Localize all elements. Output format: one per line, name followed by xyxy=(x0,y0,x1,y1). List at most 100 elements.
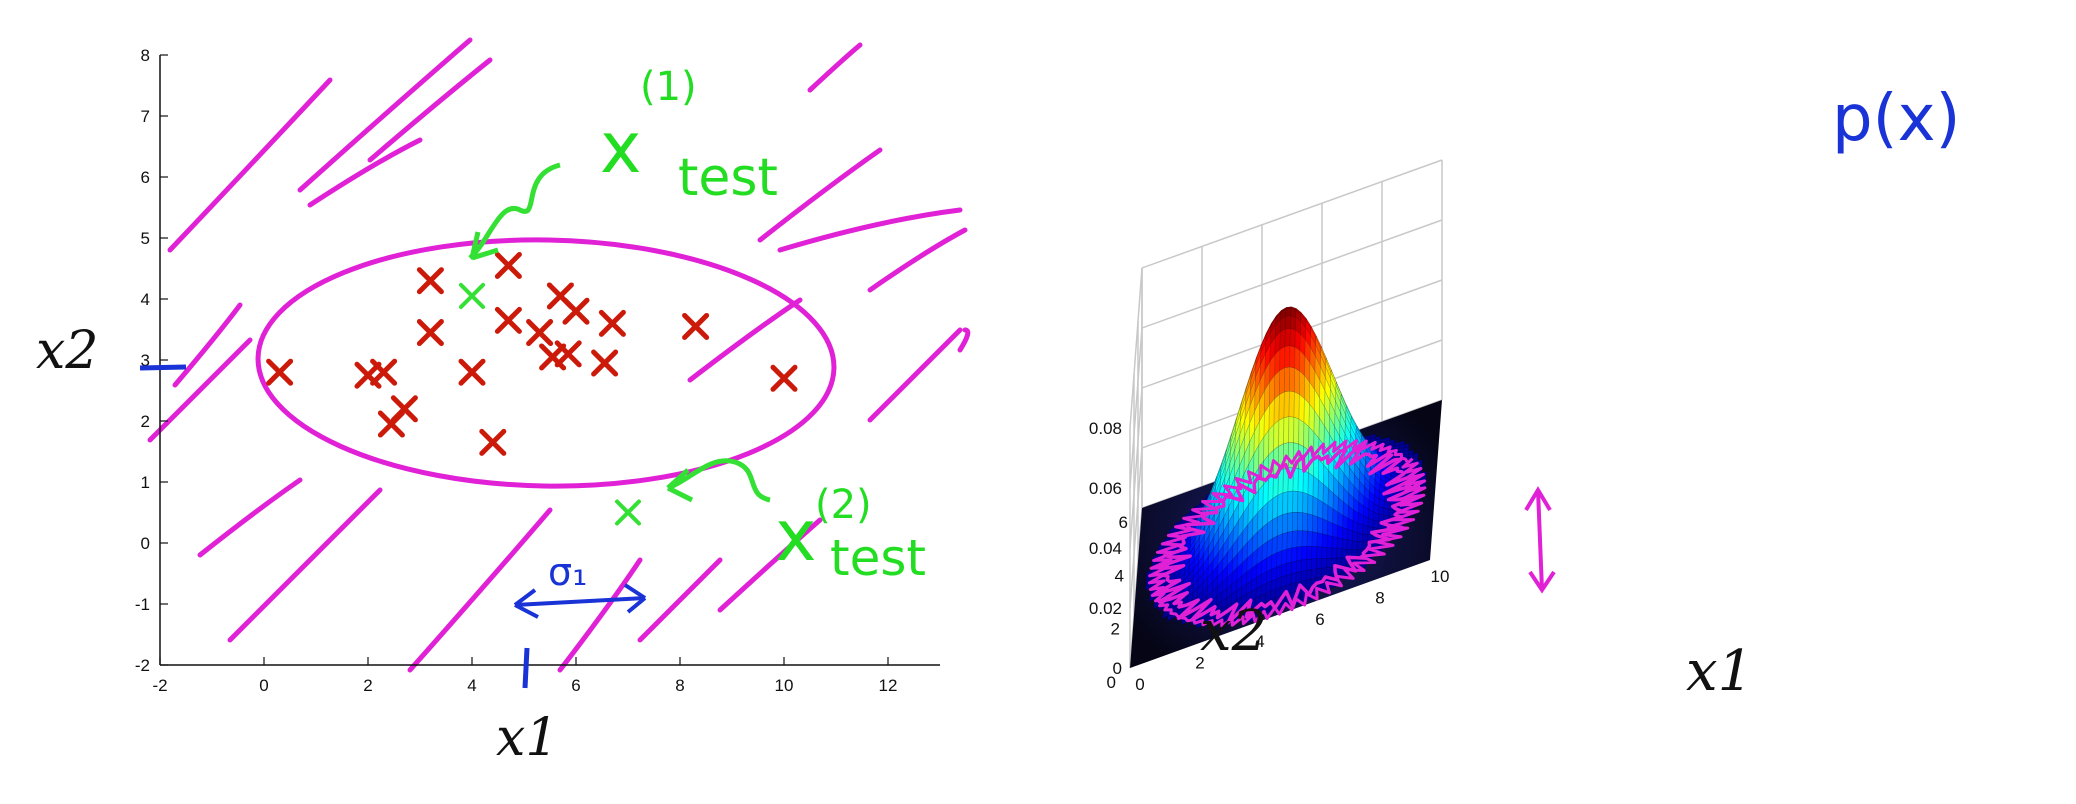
x2-tick-labels: 0 2 4 6 xyxy=(1107,513,1128,692)
x-tick-label: 4 xyxy=(467,676,476,695)
hatch-stroke xyxy=(687,297,803,383)
y-tick-label: -2 xyxy=(135,656,150,675)
surface-patch xyxy=(1337,525,1343,540)
y-tick-label: 3 xyxy=(141,351,150,370)
surface-patch xyxy=(1291,530,1298,548)
surface-patch xyxy=(1273,420,1280,451)
x1-tick-label: 6 xyxy=(1315,610,1324,629)
x2-tick-label: 2 xyxy=(1111,620,1120,639)
surface-patch xyxy=(1285,573,1292,586)
surface-patch xyxy=(1312,514,1318,533)
surface-patch xyxy=(1403,450,1409,455)
hatch-stroke xyxy=(227,487,383,643)
hatch-stroke xyxy=(807,42,863,93)
scribble-loop xyxy=(1147,439,1427,628)
hatch-stroke xyxy=(167,77,333,253)
surface-patch xyxy=(1336,548,1343,559)
x2-tick-label: 0 xyxy=(1107,673,1116,692)
surface-patch xyxy=(1271,566,1277,582)
x1-tick-label: 0 xyxy=(1135,675,1144,694)
surface-patch xyxy=(1327,520,1333,537)
surface-patch xyxy=(1336,537,1343,550)
sigma-label: σ₁ xyxy=(548,550,587,594)
surface-patch xyxy=(1412,452,1419,458)
surface-patch xyxy=(1294,329,1301,351)
height-arrow xyxy=(1524,486,1556,594)
surface-patch xyxy=(1286,547,1293,564)
x1-axis-label: x1 xyxy=(496,708,558,768)
surface-patch xyxy=(1276,550,1283,568)
hatch-stroke xyxy=(307,137,423,208)
surface-patch xyxy=(1290,572,1297,585)
surface-patch xyxy=(1302,512,1308,532)
y-tick-label: 8 xyxy=(141,46,150,65)
test1-x-label: x xyxy=(600,107,641,189)
hatch-stroke xyxy=(637,557,723,643)
surface-patch xyxy=(1280,575,1287,588)
surface-patch xyxy=(1289,328,1296,348)
y-tick-label: 4 xyxy=(141,290,150,309)
surface-patch xyxy=(1316,558,1322,570)
surface-patch xyxy=(1278,417,1285,447)
surface-patch xyxy=(1283,390,1290,418)
surface-patch xyxy=(1307,513,1313,532)
y-tick-label: 2 xyxy=(141,412,150,431)
surface-patch xyxy=(1297,491,1304,513)
test2-superscript: (2) xyxy=(815,482,872,528)
y-tick-label: 7 xyxy=(141,107,150,126)
surface-patch xyxy=(1341,538,1348,550)
x2-axis-label: x2 xyxy=(36,321,98,381)
grid-line xyxy=(1141,159,1443,269)
surface-patch xyxy=(1287,512,1293,533)
hatch-stroke xyxy=(407,507,553,673)
surface-patch xyxy=(1303,422,1310,451)
surface-patch xyxy=(1316,546,1323,559)
z-tick-label: 0.02 xyxy=(1089,599,1122,618)
surface-patch xyxy=(1412,456,1419,462)
data-point xyxy=(598,309,626,337)
surface-patch xyxy=(1352,531,1358,542)
surface-patch xyxy=(1302,469,1309,495)
data-point xyxy=(370,358,398,386)
grid-line xyxy=(1141,219,1443,329)
x-tick-label: 10 xyxy=(775,676,794,695)
hatch-stroke xyxy=(297,37,473,193)
surface-patch xyxy=(1298,418,1305,447)
surface-patch xyxy=(1407,453,1414,459)
surface-patch xyxy=(1284,345,1291,369)
x2-tick-label: 6 xyxy=(1119,513,1128,532)
data-point xyxy=(526,319,554,347)
surface-patch xyxy=(1285,308,1292,317)
surface-patch xyxy=(1293,417,1300,445)
z-tick-label: 0.04 xyxy=(1089,539,1122,558)
surface-patch xyxy=(1383,508,1390,517)
test1-superscript: (1) xyxy=(640,64,697,110)
surface-patch xyxy=(1293,391,1300,420)
data-point xyxy=(266,358,294,386)
y-tick-label: 6 xyxy=(141,168,150,187)
surface-patch xyxy=(1267,497,1274,524)
scribble-loop xyxy=(1153,445,1421,625)
surface-patch xyxy=(1271,535,1278,556)
surface-patch xyxy=(1284,328,1291,347)
surface-patch xyxy=(1305,569,1312,581)
hatch-stroke xyxy=(172,302,243,388)
surface-patch xyxy=(1302,492,1309,514)
surface-patch xyxy=(1281,532,1288,551)
hatch-stroke xyxy=(197,477,303,558)
hatch-stroke xyxy=(867,227,968,293)
surface-patch xyxy=(1321,558,1327,569)
surface-patch xyxy=(1315,568,1322,579)
surface-patch xyxy=(1332,523,1338,538)
hatch-stroke xyxy=(367,57,493,163)
data-point xyxy=(458,358,486,386)
x1-tick-labels: 0 2 4 6 8 10 xyxy=(1135,567,1449,694)
surface-patch xyxy=(1398,444,1405,449)
surface-patch xyxy=(1284,366,1290,393)
surface-patch xyxy=(1282,491,1289,515)
surface-patch xyxy=(1321,546,1328,559)
surface-patch xyxy=(1295,571,1302,583)
surface-patch xyxy=(1272,516,1278,539)
surface-patch xyxy=(1279,328,1286,350)
data-point xyxy=(591,349,619,377)
